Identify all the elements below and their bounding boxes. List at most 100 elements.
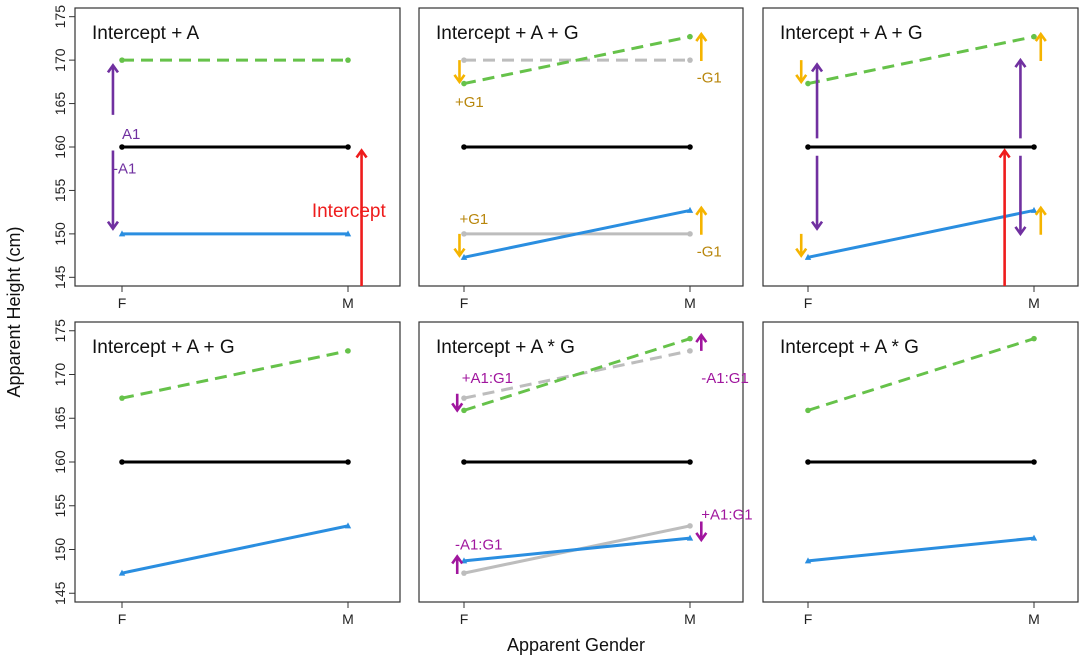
y-tick-label: 155 bbox=[52, 179, 68, 203]
orange-arrow bbox=[695, 31, 708, 61]
series-blue-line bbox=[118, 522, 352, 576]
data-point bbox=[805, 407, 811, 414]
data-point bbox=[1031, 459, 1037, 465]
red-arrow bbox=[998, 148, 1011, 286]
annotation-label: +A1:G1 bbox=[462, 370, 513, 387]
data-point bbox=[461, 231, 467, 237]
x-tick-label: M bbox=[342, 295, 354, 311]
panel-title: Intercept + A bbox=[92, 23, 200, 44]
annotation-label: -G1 bbox=[697, 243, 722, 260]
data-point bbox=[687, 57, 693, 63]
magenta-arrow bbox=[451, 393, 464, 413]
series-black-line bbox=[119, 144, 351, 150]
panel-title: Intercept + A + G bbox=[436, 23, 579, 44]
annotation-label: +G1 bbox=[455, 94, 484, 111]
annotation-label: -A1:G1 bbox=[455, 536, 503, 553]
panel-title: Intercept + A + G bbox=[780, 23, 923, 44]
series-grey-line bbox=[461, 57, 693, 63]
y-tick-label: 175 bbox=[52, 319, 68, 343]
annotation-label: A1 bbox=[122, 126, 140, 143]
annotation-label: Intercept bbox=[312, 201, 387, 222]
annotation-label: +G1 bbox=[459, 211, 488, 228]
purple-arrow bbox=[810, 155, 824, 231]
data-point bbox=[119, 395, 125, 401]
purple-arrow bbox=[106, 63, 120, 115]
annotation-label: -A1:G1 bbox=[701, 370, 749, 387]
x-axis-title: Apparent Gender bbox=[507, 635, 645, 655]
data-point bbox=[1030, 534, 1038, 541]
y-tick-label: 145 bbox=[52, 265, 68, 289]
data-point bbox=[687, 144, 693, 150]
data-point bbox=[345, 348, 351, 354]
panel-title: Intercept + A * G bbox=[436, 337, 575, 358]
data-point bbox=[461, 144, 467, 150]
data-point bbox=[345, 459, 351, 465]
orange-arrow bbox=[1034, 205, 1047, 235]
orange-arrow bbox=[1034, 31, 1047, 61]
y-tick-label: 145 bbox=[52, 581, 68, 605]
annotation-label: -G1 bbox=[697, 70, 722, 87]
data-point bbox=[118, 230, 126, 237]
orange-arrow bbox=[795, 233, 808, 258]
data-point bbox=[460, 253, 468, 260]
data-point bbox=[119, 57, 125, 63]
data-point bbox=[345, 57, 351, 63]
x-tick-label: M bbox=[342, 611, 354, 627]
magenta-arrow bbox=[695, 332, 708, 351]
series-green-line bbox=[119, 348, 351, 401]
orange-arrow bbox=[795, 60, 808, 85]
series-blue-line bbox=[118, 230, 352, 237]
y-tick-label: 175 bbox=[52, 5, 68, 29]
panel-1: Intercept + A F M 145 150 155 160 165 170 175 A1 -A… bbox=[52, 5, 401, 311]
panel-6: Intercept + A * G F M bbox=[762, 321, 1079, 627]
y-tick-label: 165 bbox=[52, 406, 68, 430]
panel-title: Intercept + A * G bbox=[780, 337, 919, 358]
magenta-arrow bbox=[451, 554, 464, 574]
data-point bbox=[1031, 144, 1037, 150]
y-tick-label: 160 bbox=[52, 450, 68, 474]
y-tick-label: 165 bbox=[52, 92, 68, 116]
data-point bbox=[461, 570, 467, 576]
data-point bbox=[686, 206, 694, 213]
data-point bbox=[805, 144, 811, 150]
y-tick-label: 150 bbox=[52, 222, 68, 246]
series-green-line bbox=[119, 57, 351, 63]
data-point bbox=[687, 335, 693, 342]
series-green-line bbox=[461, 335, 693, 414]
series-black-line bbox=[119, 459, 351, 465]
panel-3: Intercept + A + G F M bbox=[762, 7, 1079, 311]
series-black-line bbox=[805, 459, 1037, 465]
data-point bbox=[461, 459, 467, 465]
series-blue-line bbox=[460, 206, 694, 260]
orange-arrow bbox=[695, 205, 708, 235]
panel-4: Intercept + A + G F M 145 150 155 160 165 170 175 bbox=[52, 319, 401, 627]
y-tick-label: 170 bbox=[52, 48, 68, 72]
panel-title: Intercept + A + G bbox=[92, 337, 235, 358]
red-arrow bbox=[355, 148, 368, 286]
data-point bbox=[805, 80, 811, 87]
purple-arrow bbox=[1014, 155, 1027, 237]
data-point bbox=[687, 523, 693, 529]
y-tick-label: 160 bbox=[52, 135, 68, 159]
data-point bbox=[344, 230, 352, 237]
data-point bbox=[686, 534, 694, 541]
panel-5: Intercept + A * G F M +A1:G1 -A1:G1 -A1:G1 +A1… bbox=[418, 321, 753, 627]
data-point bbox=[805, 459, 811, 465]
data-point bbox=[461, 57, 467, 63]
series-blue-line bbox=[804, 206, 1038, 260]
x-tick-label: M bbox=[684, 295, 696, 311]
orange-arrow bbox=[453, 233, 466, 258]
panel-2: Intercept + A + G F M +G1 -G1 +G1 -G1 bbox=[418, 7, 744, 311]
y-tick-label: 155 bbox=[52, 494, 68, 518]
data-point bbox=[461, 407, 467, 414]
panel-grid: Intercept + A F M 145 150 155 160 165 170 175 A1 -A… bbox=[52, 5, 1079, 627]
series-green-line bbox=[461, 33, 693, 87]
y-tick-label: 170 bbox=[52, 363, 68, 387]
data-point bbox=[804, 557, 812, 564]
series-black-line bbox=[805, 144, 1037, 150]
data-point bbox=[461, 80, 467, 87]
purple-arrow bbox=[106, 150, 120, 231]
magenta-arrow bbox=[695, 521, 708, 543]
purple-arrow bbox=[810, 62, 824, 139]
